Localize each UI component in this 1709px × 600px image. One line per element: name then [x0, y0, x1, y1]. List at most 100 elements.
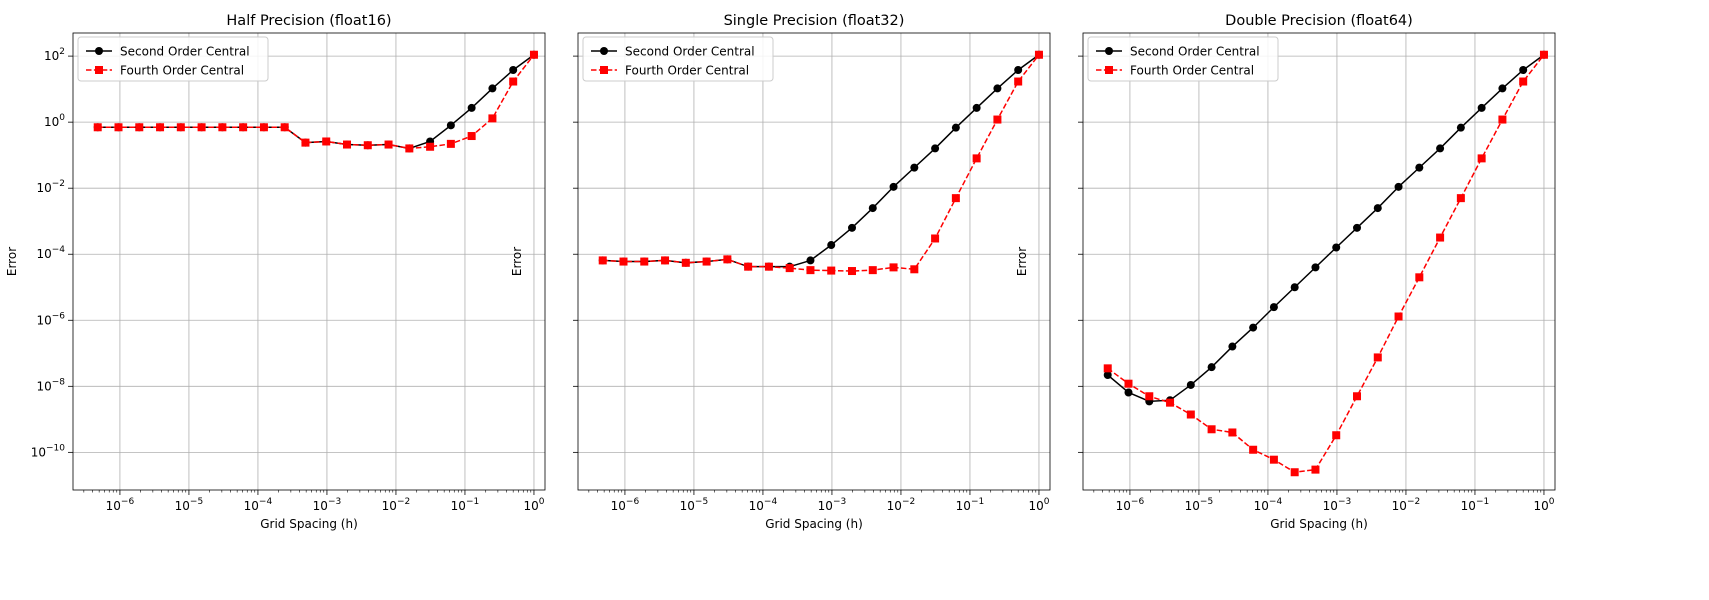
data-point: [972, 103, 981, 112]
data-point: [1353, 392, 1362, 401]
data-point: [806, 266, 815, 275]
data-point: [176, 123, 185, 132]
y-tick-label: 10−6: [36, 311, 65, 327]
x-axis-label: Grid Spacing (h): [1270, 517, 1368, 531]
chart-title: Double Precision (float64): [1225, 13, 1413, 29]
plot-area: [1083, 33, 1555, 490]
data-point: [426, 142, 435, 151]
data-point: [405, 144, 414, 153]
data-point: [1332, 243, 1341, 252]
data-point: [1456, 123, 1465, 132]
y-tick-label: 100: [44, 113, 65, 129]
x-tick-label: 100: [1533, 497, 1554, 513]
data-point: [1014, 65, 1023, 74]
data-point: [1436, 233, 1445, 242]
data-point: [156, 123, 165, 132]
data-point: [764, 262, 773, 271]
data-point: [1415, 163, 1424, 172]
data-point: [827, 241, 836, 250]
data-point: [1290, 283, 1299, 292]
data-point: [1456, 194, 1465, 203]
data-point: [322, 137, 331, 146]
data-point: [1498, 115, 1507, 124]
x-tick-label: 10−6: [1116, 497, 1145, 513]
data-point: [1539, 50, 1548, 59]
data-point: [93, 123, 102, 132]
legend: Second Order Central Fourth Order Central: [1087, 36, 1279, 82]
data-point: [1103, 364, 1112, 373]
data-point: [1311, 263, 1320, 272]
legend-marker: [1105, 47, 1113, 55]
data-point: [951, 194, 960, 203]
data-point: [135, 123, 144, 132]
y-tick-label: 10−8: [36, 377, 65, 393]
data-point: [446, 139, 455, 148]
data-point: [868, 204, 877, 213]
x-tick-label: 10−2: [887, 497, 916, 513]
data-point: [1249, 323, 1258, 332]
data-point: [702, 257, 711, 266]
legend-box: [1087, 36, 1279, 82]
data-point: [681, 258, 690, 267]
legend: Second Order Central Fourth Order Central: [582, 36, 774, 82]
x-axis-label: Grid Spacing (h): [260, 517, 358, 531]
x-tick-label: 10−1: [956, 497, 985, 513]
data-point: [114, 123, 123, 132]
x-tick-label: 10−3: [313, 497, 342, 513]
x-tick-label: 10−5: [175, 497, 204, 513]
series-line: [1107, 54, 1545, 403]
x-tick-label: 10−4: [749, 497, 778, 513]
x-tick-label: 10−4: [244, 497, 273, 513]
data-point: [1228, 342, 1237, 351]
data-point: [1373, 353, 1382, 362]
data-point: [197, 123, 206, 132]
data-point: [723, 255, 732, 264]
data-point: [661, 256, 670, 265]
plot-frame: [1082, 32, 1556, 491]
data-point: [1332, 431, 1341, 440]
data-point: [910, 163, 919, 172]
data-point: [1477, 154, 1486, 163]
data-point: [1124, 379, 1133, 388]
chart-panel-1: 10−6 10−5 10−4 10−3 10−2 10−1 100 10−10 10−8 10−6…: [5, 13, 546, 531]
data-point: [827, 266, 836, 275]
data-point: [509, 65, 518, 74]
data-point: [1145, 392, 1154, 401]
x-tick-label: 10−3: [818, 497, 847, 513]
data-point: [467, 103, 476, 112]
data-point: [640, 257, 649, 266]
data-point: [910, 265, 919, 274]
x-axis-label: Grid Spacing (h): [765, 517, 863, 531]
data-point: [889, 182, 898, 191]
data-point: [868, 266, 877, 275]
data-point: [1394, 182, 1403, 191]
x-tick-label: 10−5: [1185, 497, 1214, 513]
data-point: [1394, 312, 1403, 321]
legend-label: Fourth Order Central: [1130, 64, 1254, 78]
chart-title: Single Precision (float32): [724, 13, 905, 29]
data-point: [1166, 398, 1175, 407]
x-tick-label: 10−6: [611, 497, 640, 513]
y-tick-label: 102: [44, 47, 65, 63]
chart-title: Half Precision (float16): [226, 13, 391, 29]
data-point: [446, 121, 455, 130]
data-point: [259, 123, 268, 132]
data-point: [1207, 425, 1216, 434]
x-tick-label: 10−1: [451, 497, 480, 513]
x-tick-label: 10−2: [382, 497, 411, 513]
legend-label: Second Order Central: [1130, 45, 1260, 59]
chart-panel-2: 10−6 10−5 10−4 10−3 10−2 10−1 100 Single Precis…: [510, 13, 1051, 531]
plot-frame: [577, 32, 1051, 491]
data-point: [1186, 380, 1195, 389]
data-point: [744, 262, 753, 271]
data-point: [1519, 65, 1528, 74]
data-point: [972, 154, 981, 163]
legend-label: Fourth Order Central: [625, 64, 749, 78]
legend-marker: [95, 47, 103, 55]
series-line: [602, 54, 1040, 272]
data-point: [1249, 445, 1258, 454]
legend-marker: [600, 47, 608, 55]
data-point: [785, 264, 794, 273]
data-point: [951, 123, 960, 132]
data-point: [1228, 428, 1237, 437]
